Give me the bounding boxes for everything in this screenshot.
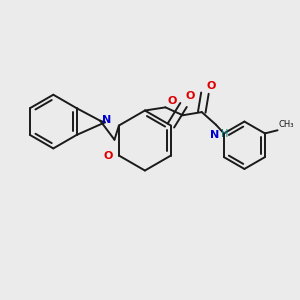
Text: N: N [210,130,219,140]
Text: O: O [167,96,177,106]
Text: N: N [102,115,111,125]
Text: O: O [206,81,216,91]
Text: O: O [185,91,194,101]
Text: CH₃: CH₃ [279,120,294,129]
Text: H: H [221,128,228,139]
Text: O: O [104,151,113,160]
